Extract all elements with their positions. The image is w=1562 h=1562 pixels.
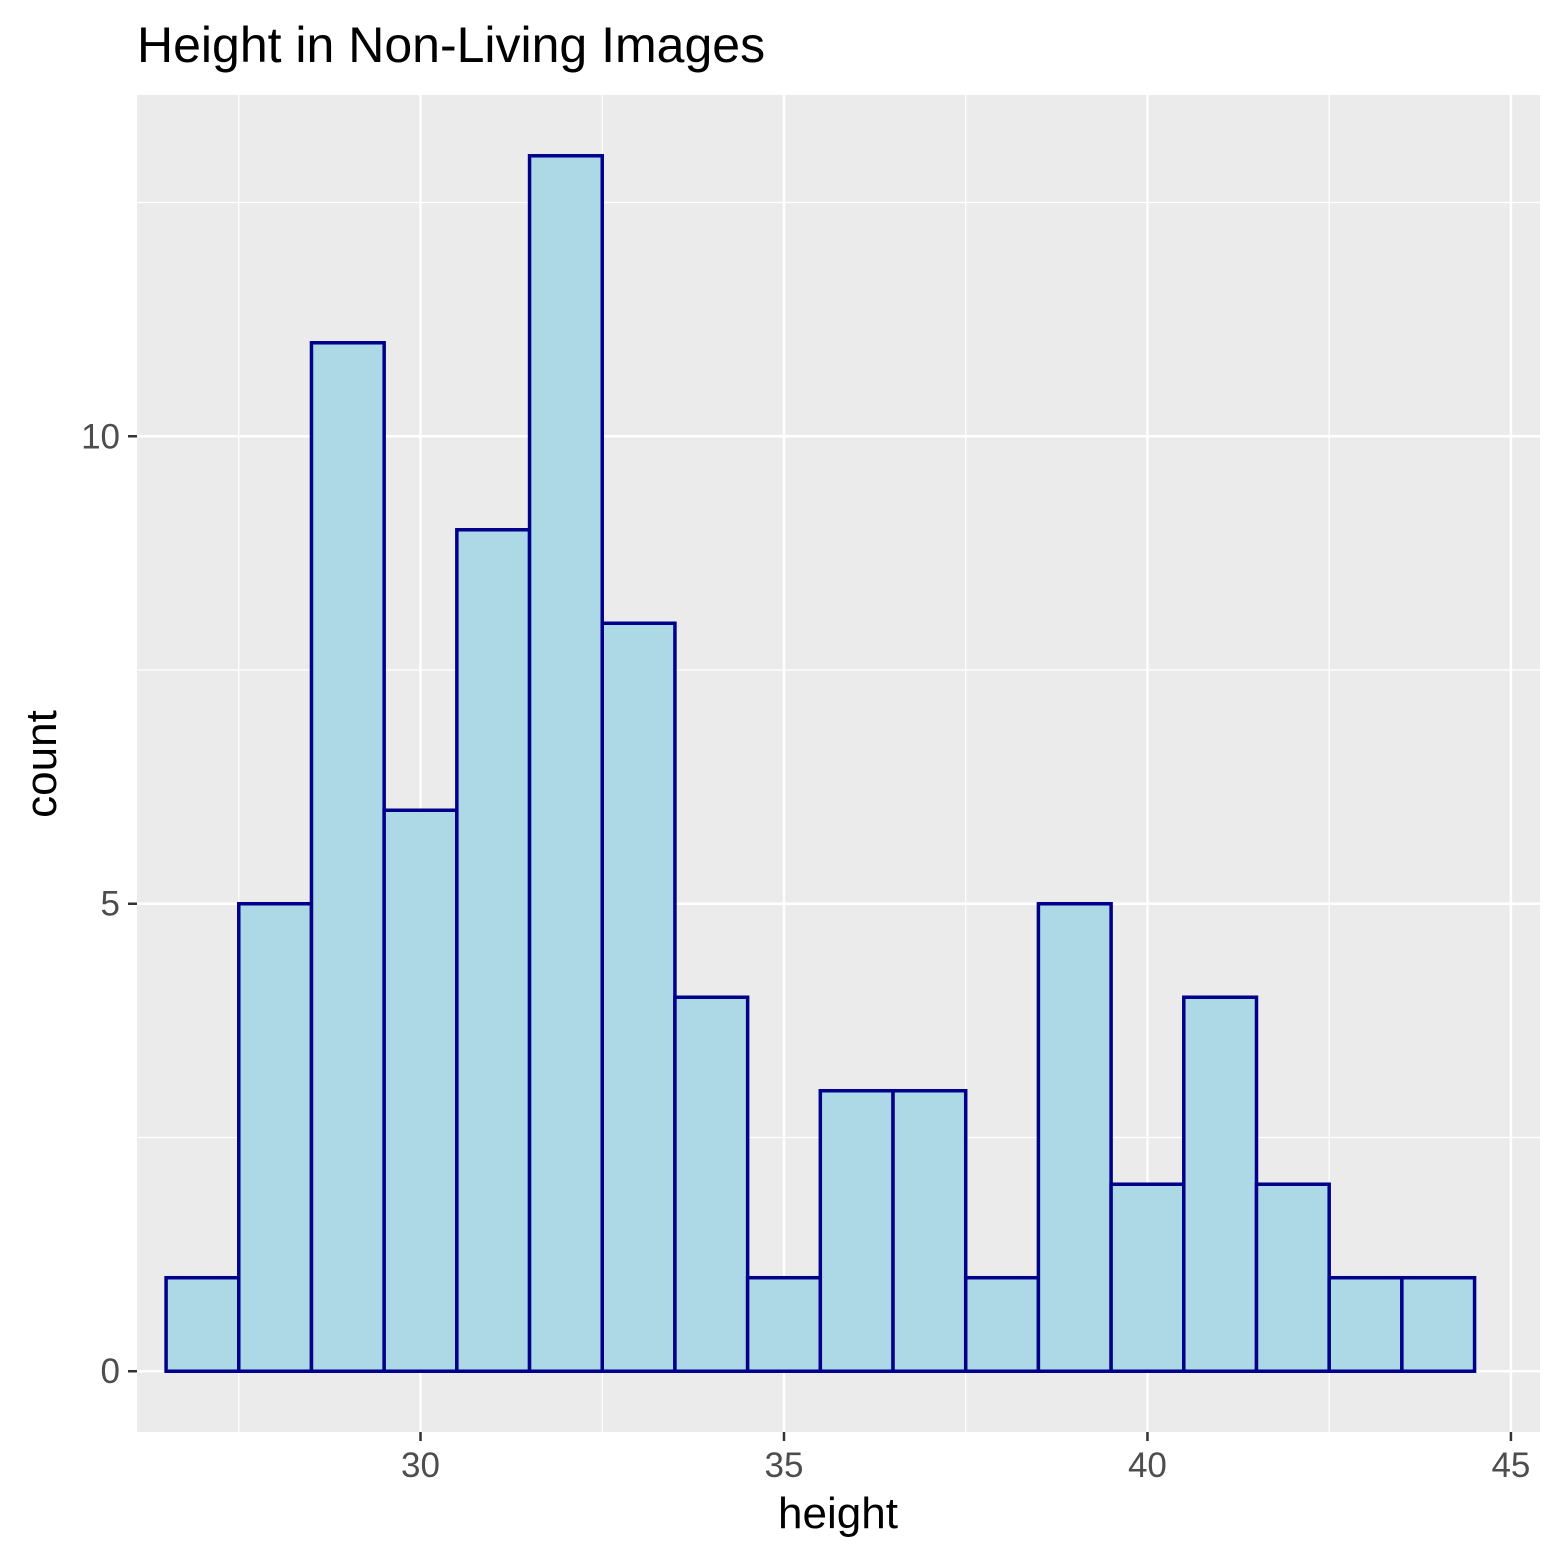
y-tick-label: 5 (101, 885, 120, 924)
histogram-bars (164, 154, 1477, 1373)
histogram-bar (309, 341, 386, 1373)
histogram-bar (1327, 1275, 1404, 1373)
histogram-bar (1036, 901, 1113, 1373)
x-tick-label: 30 (401, 1446, 440, 1485)
histogram-bar (382, 808, 459, 1373)
y-tick-label: 0 (101, 1352, 120, 1391)
histogram-bar (818, 1088, 895, 1373)
histogram-bar (527, 154, 604, 1373)
histogram-bar (1182, 995, 1259, 1373)
histogram-bar (600, 621, 677, 1373)
y-axis-title: count (17, 710, 66, 818)
x-tick-label: 45 (1491, 1446, 1530, 1485)
histogram-bar (164, 1275, 241, 1373)
y-tick-label: 10 (81, 417, 120, 456)
histogram-bar (1109, 1182, 1186, 1373)
chart-title: Height in Non-Living Images (137, 17, 765, 73)
x-tick-label: 35 (765, 1446, 804, 1485)
histogram-bar (745, 1275, 823, 1373)
histogram-bar (1400, 1275, 1477, 1373)
histogram-bar (891, 1088, 968, 1373)
histogram-bar (1254, 1182, 1331, 1373)
histogram-bar (673, 995, 750, 1373)
histogram-bar (963, 1275, 1041, 1373)
histogram-bar (237, 901, 314, 1373)
x-axis-title: height (778, 1489, 898, 1538)
x-axis-ticks: 30 35 40 45 (401, 1432, 1530, 1485)
x-tick-label: 40 (1128, 1446, 1167, 1485)
histogram-bar (455, 528, 532, 1373)
y-axis-ticks: 0 5 10 (81, 417, 137, 1391)
